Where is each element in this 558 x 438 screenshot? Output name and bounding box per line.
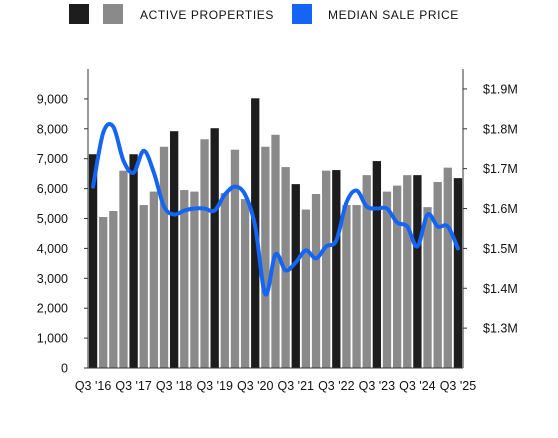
line-median-sale-price [91,122,460,297]
legend-swatch-gray [103,4,123,24]
bar-active-properties [210,128,219,368]
bar-active-properties [180,190,189,368]
bars-group [88,98,463,369]
bar-active-properties [240,199,250,368]
bar-active-properties [433,182,442,368]
right-tick-label: $1.9M [483,82,518,96]
right-tick-label: $1.6M [483,202,518,216]
x-tick-label: Q3 '25 [440,379,476,393]
bar-active-properties [88,154,98,368]
bar-active-properties [169,131,179,368]
bar-active-properties [443,167,452,368]
bar-active-properties [271,134,280,368]
bar-active-properties [453,178,463,368]
bar-active-properties [149,191,159,368]
axes-group: 0 1,000 2,000 3,000 4,000 5,000 6,000 7,000 8,00… [37,69,518,393]
legend: ACTIVE PROPERTIES MEDIAN SALE PRICE [69,4,459,24]
bar-active-properties [129,154,138,368]
bar-active-properties [413,175,422,368]
x-tick-label: Q3 '20 [237,379,273,393]
left-tick-label: 5,000 [37,212,68,226]
x-tick-label: Q3 '17 [115,379,151,393]
x-tick-label: Q3 '21 [278,379,314,393]
bar-active-properties [322,170,331,368]
bar-active-properties [423,207,432,368]
bar-active-properties [352,205,361,368]
bar-active-properties [119,170,128,368]
left-tick-label: 7,000 [37,152,68,166]
bar-active-properties [311,193,321,368]
bar-active-properties [392,185,402,368]
right-tick-label: $1.5M [483,242,518,256]
bar-active-properties [200,139,209,368]
bar-active-properties [139,205,148,368]
left-tick-label: 4,000 [37,242,68,256]
left-tick-label: 0 [61,362,68,376]
x-tick-label: Q3 '18 [156,379,192,393]
x-tick-label: Q3 '22 [318,379,354,393]
bar-active-properties [301,209,311,368]
left-tick-label: 1,000 [37,332,68,346]
right-tick-label: $1.4M [483,282,518,296]
right-tick-label: $1.8M [483,122,518,136]
bar-active-properties [291,184,300,368]
legend-swatch-line [292,4,312,24]
bar-active-properties [332,170,341,368]
bar-active-properties [109,211,118,368]
x-tick-label: Q3 '16 [75,379,111,393]
left-tick-label: 9,000 [37,92,68,106]
left-tick-label: 6,000 [37,182,68,196]
bar-active-properties [403,175,412,368]
legend-label-median-sale-price: MEDIAN SALE PRICE [328,8,459,22]
x-tick-label: Q3 '23 [359,379,395,393]
bar-active-properties [220,193,229,368]
left-tick-label: 2,000 [37,302,68,316]
bar-active-properties [159,146,169,368]
right-tick-label: $1.3M [483,322,518,336]
bar-active-properties [190,191,199,368]
bar-active-properties [382,191,392,368]
legend-swatch-dark [69,4,89,24]
bar-active-properties [230,149,240,368]
left-tick-label: 8,000 [37,122,68,136]
legend-label-active-properties: ACTIVE PROPERTIES [140,8,274,22]
bar-active-properties [261,146,270,368]
bar-active-properties [342,205,351,368]
bar-active-properties [99,217,108,368]
right-tick-label: $1.7M [483,162,518,176]
x-tick-label: Q3 '24 [399,379,435,393]
left-tick-label: 3,000 [37,272,68,286]
line-group [91,122,460,297]
bar-active-properties [362,175,371,368]
x-tick-label: Q3 '19 [196,379,232,393]
bar-active-properties [372,161,382,368]
